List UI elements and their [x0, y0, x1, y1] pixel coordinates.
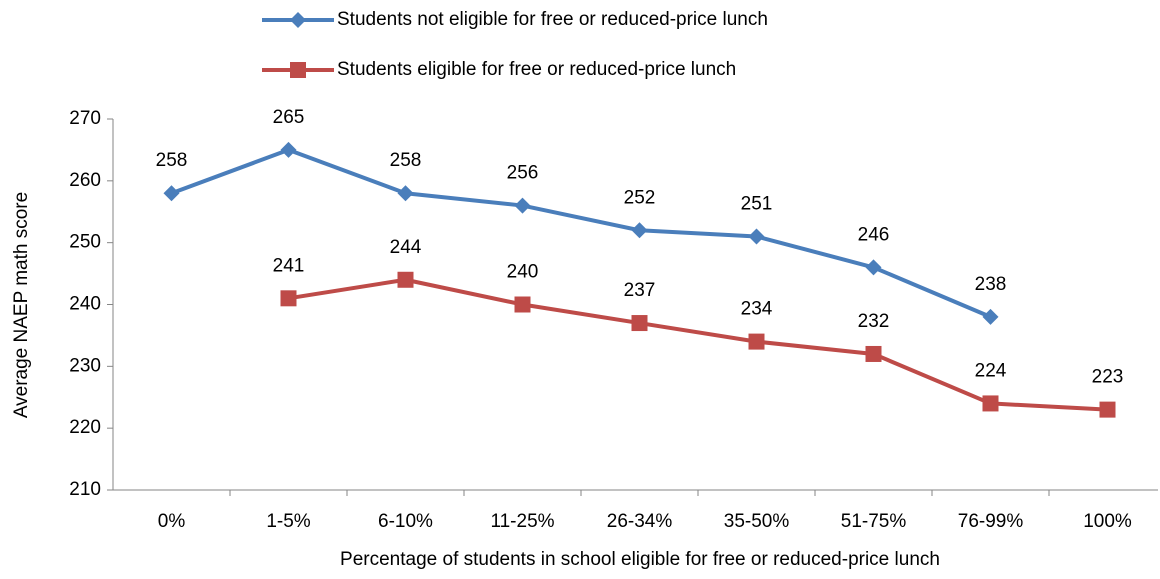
y-tick-label: 260 [69, 170, 101, 191]
y-tick-label: 240 [69, 294, 101, 315]
data-label: 223 [1092, 367, 1124, 388]
data-label: 234 [741, 299, 773, 320]
data-point [865, 259, 882, 276]
x-axis-label: Percentage of students in school eligibl… [340, 549, 940, 570]
data-label: 252 [624, 187, 656, 208]
data-point [748, 333, 765, 350]
data-label: 244 [390, 237, 422, 258]
y-tick-label: 210 [69, 479, 101, 500]
data-point [280, 290, 297, 307]
data-point [1099, 401, 1116, 418]
series-line [170, 147, 992, 319]
data-label: 224 [975, 360, 1007, 381]
legend-marker [290, 12, 306, 28]
data-label: 232 [858, 311, 890, 332]
data-point [982, 395, 999, 412]
data-label: 258 [390, 150, 422, 171]
data-label: 265 [273, 107, 305, 128]
y-tick-label: 230 [69, 355, 101, 376]
data-point [514, 296, 531, 313]
data-point [748, 228, 765, 245]
data-point [163, 185, 180, 202]
x-tick-label: 76-99% [958, 511, 1024, 532]
x-tick-label: 11-25% [490, 511, 554, 532]
data-label: 238 [975, 274, 1007, 295]
data-point [514, 197, 531, 214]
data-label: 258 [156, 150, 188, 171]
legend-label: Students not eligible for free or reduce… [337, 9, 768, 30]
x-tick-label: 0% [158, 511, 186, 532]
data-point [631, 222, 648, 239]
y-tick-label: 220 [69, 417, 101, 438]
y-axis-label: Average NAEP math score [11, 192, 32, 418]
data-label: 246 [858, 224, 890, 245]
data-point [397, 185, 414, 202]
data-point [631, 315, 648, 332]
data-point [982, 308, 999, 325]
data-point [280, 141, 297, 158]
y-tick-label: 270 [69, 108, 101, 129]
legend-label: Students eligible for free or reduced-pr… [337, 59, 736, 80]
data-point [397, 271, 414, 288]
x-tick-label: 51-75% [841, 511, 907, 532]
x-tick-label: 1-5% [266, 511, 310, 532]
data-label: 237 [624, 280, 656, 301]
x-tick-label: 6-10% [378, 511, 433, 532]
x-tick-label: 35-50% [724, 511, 790, 532]
legend-marker [290, 62, 306, 78]
x-tick-label: 26-34% [607, 511, 673, 532]
data-label: 256 [507, 163, 539, 184]
data-label: 241 [273, 255, 305, 276]
data-label: 251 [741, 193, 773, 214]
data-point [865, 345, 882, 362]
series-line [288, 277, 1108, 412]
y-tick-label: 250 [69, 232, 101, 253]
data-label: 240 [507, 262, 539, 283]
x-tick-label: 100% [1083, 511, 1132, 532]
